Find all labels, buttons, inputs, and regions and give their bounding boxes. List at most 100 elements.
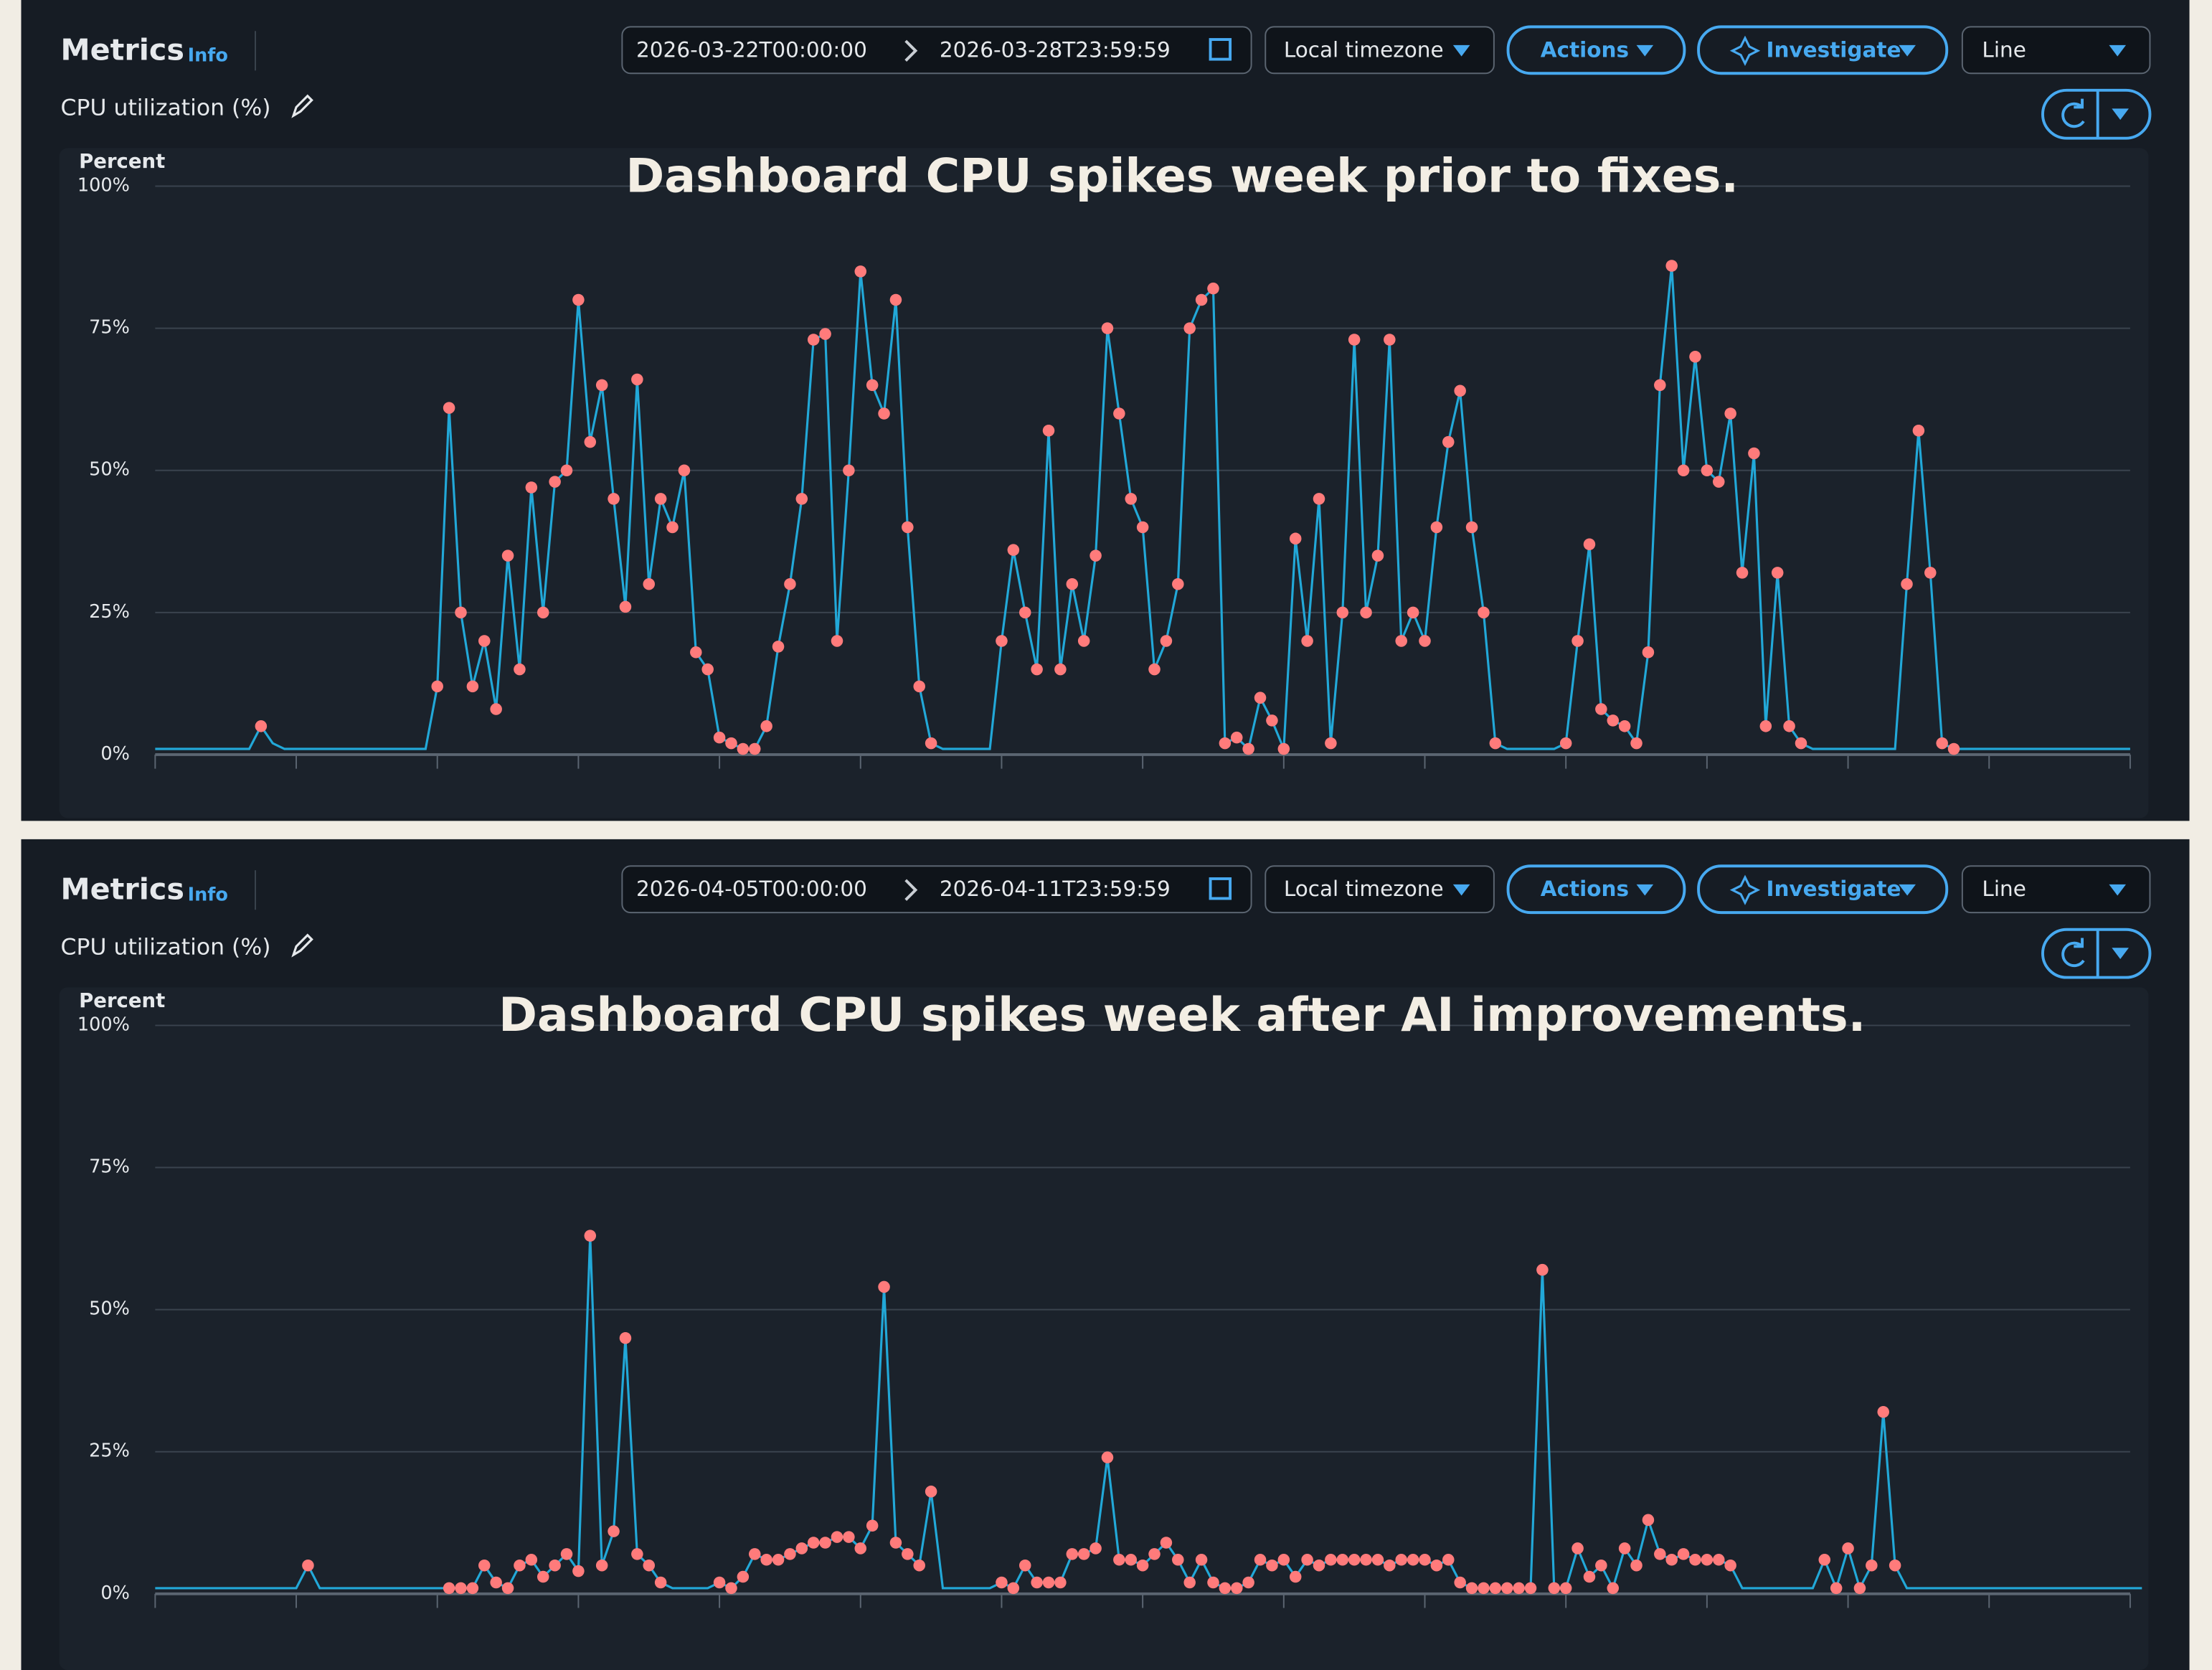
investigate-label[interactable]: Investigate [1766,877,1901,901]
anomaly-point [889,293,902,306]
anomaly-point [1018,1559,1031,1572]
y-tick-label: 75% [89,1156,130,1178]
investigate-button[interactable] [1697,864,1949,915]
dropdown-arrow [1899,884,1916,896]
anomaly-point [784,577,796,590]
anomaly-point [795,493,808,505]
info-link[interactable]: Info [188,45,228,67]
view-select[interactable]: Line [1982,877,2026,901]
anomaly-point [1654,379,1666,392]
investigate-label[interactable]: Investigate [1766,37,1901,62]
timezone-box[interactable] [1265,26,1495,75]
view-box[interactable] [1961,26,2151,75]
edit-icon[interactable] [291,94,313,118]
anomaly-point [1042,425,1055,437]
anomaly-point [514,1559,526,1572]
dropdown-arrow [1899,44,1916,57]
anomaly-point [760,1554,772,1566]
anomaly-point [1195,293,1208,306]
anomaly-point [1301,1554,1313,1566]
anomaly-point [1489,1582,1502,1595]
anomaly-point [1677,464,1690,476]
sparkle-icon [1729,874,1761,905]
anomaly-point [1630,1559,1643,1572]
anomaly-point [631,1548,643,1560]
date-box[interactable] [621,26,1252,75]
anomaly-point [490,703,502,715]
anomaly-point [501,549,514,562]
anomaly-point [1842,1542,1854,1555]
anomaly-point [1277,1554,1290,1566]
anomaly-point [1219,1582,1232,1595]
calendar-icon[interactable] [1209,877,1232,900]
dropdown-arrow [2109,44,2127,57]
timezone-select[interactable]: Local timezone [1284,877,1444,901]
anomaly-point [1866,1559,1878,1572]
anomaly-point [1172,577,1184,590]
anomaly-point [1242,742,1254,755]
calendar-icon[interactable] [1209,38,1232,61]
edit-icon[interactable] [291,933,313,958]
anomaly-point [1066,577,1079,590]
view-box[interactable] [1961,865,2151,914]
dropdown-arrow [1452,44,1470,57]
anomaly-point [1301,635,1313,647]
anomaly-point [560,464,573,476]
anomaly-point [255,720,268,732]
anomaly-point [1665,1554,1678,1566]
anomaly-point [1901,577,1913,590]
view-select[interactable]: Line [1982,37,2026,62]
actions-label[interactable]: Actions [1541,37,1629,62]
metric-name: CPU utilization (%) [61,934,271,960]
y-tick-label: 75% [89,317,130,339]
anomaly-point [1360,606,1372,619]
anomaly-point [455,606,467,619]
metric-name: CPU utilization (%) [61,95,271,121]
anomaly-point [737,1570,750,1583]
date-range-picker[interactable]: 2026-04-05T00:00:00 2026-04-11T23:59:59 [621,865,1252,914]
actions-button[interactable] [1506,25,1686,75]
anomaly-point [1254,1554,1267,1566]
panel-title: Metrics [61,872,184,907]
date-box[interactable] [621,865,1252,914]
anomaly-point [1384,334,1396,346]
anomaly-point [1348,1554,1361,1566]
sparkle-icon [1729,35,1761,66]
anomaly-point [748,1548,761,1560]
anomaly-point [1783,720,1795,732]
anomaly-point [996,1576,1008,1589]
anomaly-point [1947,742,1960,755]
anomaly-point [1630,737,1643,750]
date-range-picker[interactable]: 2026-03-22T00:00:00 2026-03-28T23:59:59 [621,26,1252,75]
anomaly-point [1689,1554,1701,1566]
range-arrow [904,879,918,901]
info-link[interactable]: Info [188,884,228,906]
y-tick-label: 25% [89,601,130,623]
timezone-select[interactable]: Local timezone [1284,37,1444,62]
actions-button[interactable] [1506,864,1686,915]
anomaly-point [549,1559,561,1572]
anomaly-point [784,1548,796,1560]
y-tick-label: 0% [100,1582,130,1604]
anomaly-point [1090,549,1102,562]
investigate-button[interactable] [1697,25,1949,75]
anomaly-point [666,521,679,534]
anomaly-point [902,1548,914,1560]
anomaly-point [1183,322,1196,334]
anomaly-point [889,1537,902,1549]
y-axis-label: Percent [79,989,165,1012]
anomaly-point [1266,714,1278,727]
anomaly-point [1407,1554,1419,1566]
anomaly-point [1654,1548,1666,1560]
anomaly-point [1348,334,1361,346]
anomaly-point [1384,1559,1396,1572]
actions-label[interactable]: Actions [1541,877,1629,901]
anomaly-point [1195,1554,1208,1566]
anomaly-point [1583,538,1596,551]
anomaly-point [1748,447,1760,460]
anomaly-point [1066,1548,1079,1560]
anomaly-point [1771,567,1784,579]
anomaly-point [1136,521,1149,534]
timezone-box[interactable] [1265,865,1495,914]
